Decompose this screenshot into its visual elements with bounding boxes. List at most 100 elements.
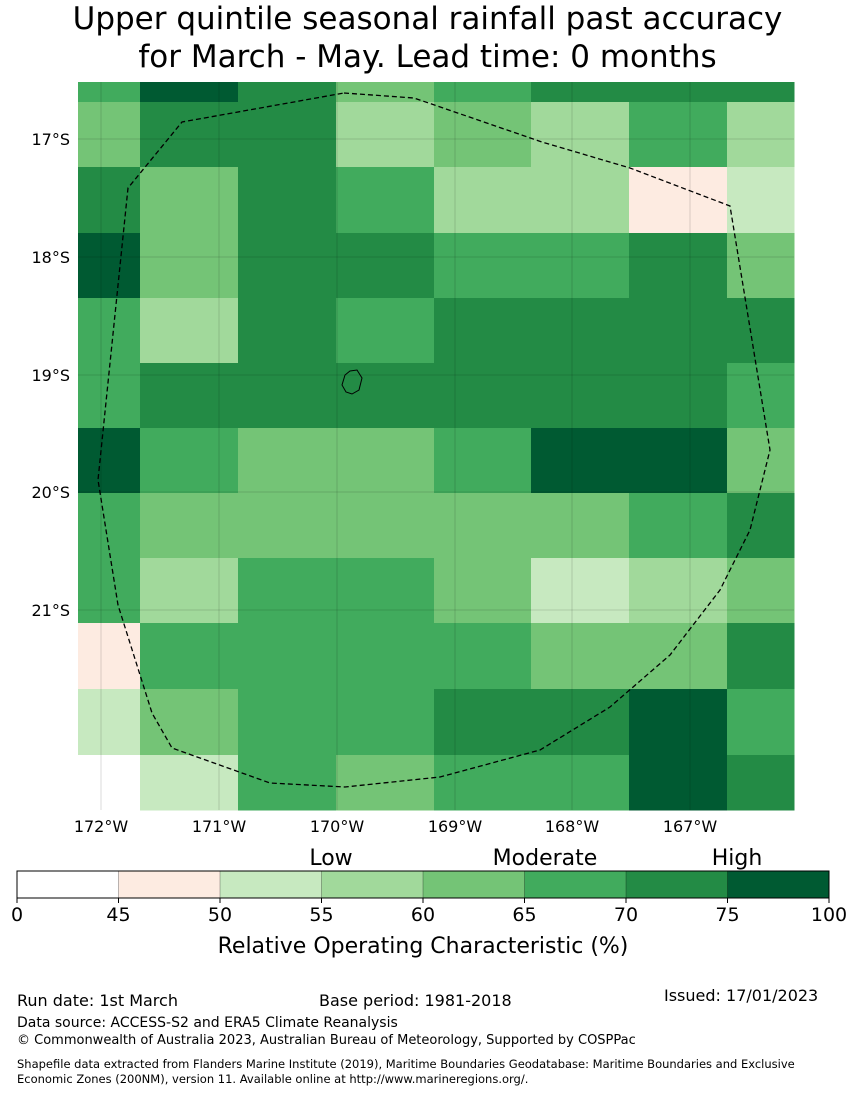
grid-cell-r0-c4 <box>434 82 532 103</box>
grid-cell-r11-c5 <box>531 755 630 811</box>
lat-label-1: 18°S <box>31 248 70 267</box>
grid-cell-r0-c1 <box>140 82 239 103</box>
colorbar-tick-label-0: 0 <box>11 904 23 926</box>
grid-cell-r4-c5 <box>531 298 630 364</box>
grid-cell-r3-c6 <box>629 233 728 299</box>
chart-title-line-2: for March - May. Lead time: 0 months <box>138 39 717 75</box>
grid-cell-r3-c4 <box>434 233 532 299</box>
lon-label-2: 170°W <box>310 817 365 836</box>
grid-cell-r2-c7 <box>727 167 795 234</box>
colorbar-segments <box>17 871 830 898</box>
lon-label-1: 171°W <box>192 817 247 836</box>
grid-cell-r7-c4 <box>434 493 532 559</box>
grid-cell-r0-c6 <box>629 82 728 103</box>
grid-cell-r4-c2 <box>238 298 337 364</box>
chart-title: Upper quintile seasonal rainfall past ac… <box>0 0 855 76</box>
colorbar-segment-1 <box>118 871 221 898</box>
grid-cell-r8-c6 <box>629 558 728 624</box>
shapefile-credit-line-2: Economic Zones (200NM), version 11. Avai… <box>17 1072 529 1086</box>
colorbar-segment-7 <box>727 871 830 898</box>
colorbar-segment-0 <box>17 871 119 898</box>
grid-cell-r10-c0 <box>78 689 141 756</box>
colorbar-tick-label-2: 50 <box>208 904 232 926</box>
grid-cell-r5-c1 <box>140 363 239 429</box>
grid-cell-r9-c5 <box>531 623 630 690</box>
lat-label-2: 19°S <box>31 366 70 385</box>
grid-cell-r1-c1 <box>140 102 239 168</box>
grid-cell-r7-c1 <box>140 493 239 559</box>
grid-cell-r6-c7 <box>727 428 795 494</box>
colorbar-segment-2 <box>220 871 322 898</box>
colorbar-tick-label-7: 75 <box>715 904 739 926</box>
grid-cell-r10-c4 <box>434 689 532 756</box>
grid-cell-r6-c0 <box>78 428 141 494</box>
grid-cell-r3-c2 <box>238 233 337 299</box>
lat-label-4: 21°S <box>31 601 70 620</box>
grid-cell-r4-c4 <box>434 298 532 364</box>
grid-cell-r8-c7 <box>727 558 795 624</box>
grid-cell-r2-c6 <box>629 167 728 234</box>
grid-cell-r9-c6 <box>629 623 728 690</box>
grid-cell-r2-c0 <box>78 167 141 234</box>
grid-cell-r8-c1 <box>140 558 239 624</box>
grid-cell-r0-c5 <box>531 82 630 103</box>
run-date: Run date: 1st March <box>17 991 178 1010</box>
grid-cell-r10-c5 <box>531 689 630 756</box>
grid-cell-r0-c0 <box>78 82 141 103</box>
colorbar-tick-label-3: 55 <box>309 904 333 926</box>
grid-cell-r0-c7 <box>727 82 795 103</box>
grid-cell-r9-c0 <box>78 623 141 690</box>
grid-cell-r10-c1 <box>140 689 239 756</box>
grid-cell-r4-c1 <box>140 298 239 364</box>
grid-cell-r3-c1 <box>140 233 239 299</box>
grid-cell-r3-c0 <box>78 233 141 299</box>
grid-cell-r6-c3 <box>336 428 435 494</box>
grid-cell-r6-c2 <box>238 428 337 494</box>
grid-cell-r9-c4 <box>434 623 532 690</box>
colorbar-segment-6 <box>626 871 728 898</box>
grid-cell-r6-c1 <box>140 428 239 494</box>
grid-cell-r6-c5 <box>531 428 630 494</box>
grid-cell-r2-c3 <box>336 167 435 234</box>
colorbar-segment-5 <box>524 871 627 898</box>
lat-label-3: 20°S <box>31 483 70 502</box>
grid-cell-r5-c5 <box>531 363 630 429</box>
grid-cell-r4-c0 <box>78 298 141 364</box>
niue-island-outline <box>341 369 363 395</box>
grid-cell-r6-c6 <box>629 428 728 494</box>
grid-cell-r11-c0 <box>78 755 141 811</box>
grid-cell-r5-c6 <box>629 363 728 429</box>
shapefile-credit-line-1: Shapefile data extracted from Flanders M… <box>17 1057 795 1071</box>
grid-cell-r5-c4 <box>434 363 532 429</box>
grid-cell-r7-c7 <box>727 493 795 559</box>
colorbar-tick-label-6: 70 <box>614 904 638 926</box>
issued-date: Issued: 17/01/2023 <box>664 986 819 1005</box>
grid-cell-r11-c1 <box>140 755 239 811</box>
grid-cell-r5-c2 <box>238 363 337 429</box>
grid-cell-r11-c7 <box>727 755 795 811</box>
grid-cell-r10-c6 <box>629 689 728 756</box>
latitude-axis: 17°S 18°S 19°S 20°S 21°S <box>31 130 70 620</box>
grid-cell-r8-c5 <box>531 558 630 624</box>
colorbar-tick-label-8: 100 <box>811 904 847 926</box>
base-period: Base period: 1981-2018 <box>319 991 512 1010</box>
grid-cell-r10-c7 <box>727 689 795 756</box>
grid-cell-r9-c2 <box>238 623 337 690</box>
colorbar-axis-label: Relative Operating Characteristic (%) <box>218 934 629 959</box>
grid-cell-r3-c3 <box>336 233 435 299</box>
colorbar-segment-3 <box>321 871 424 898</box>
grid-cell-r1-c0 <box>78 102 141 168</box>
grid-cell-r8-c3 <box>336 558 435 624</box>
category-low-label: Low <box>309 846 352 871</box>
grid-cell-r8-c2 <box>238 558 337 624</box>
grid-cell-r4-c7 <box>727 298 795 364</box>
category-high-label: High <box>712 846 763 871</box>
grid-cell-r6-c4 <box>434 428 532 494</box>
grid-cell-r7-c5 <box>531 493 630 559</box>
grid-cell-r2-c5 <box>531 167 630 234</box>
grid-cell-r10-c2 <box>238 689 337 756</box>
copyright-notice: © Commonwealth of Australia 2023, Austra… <box>17 1033 636 1048</box>
grid-cell-r2-c1 <box>140 167 239 234</box>
grid-cell-r1-c3 <box>336 102 435 168</box>
